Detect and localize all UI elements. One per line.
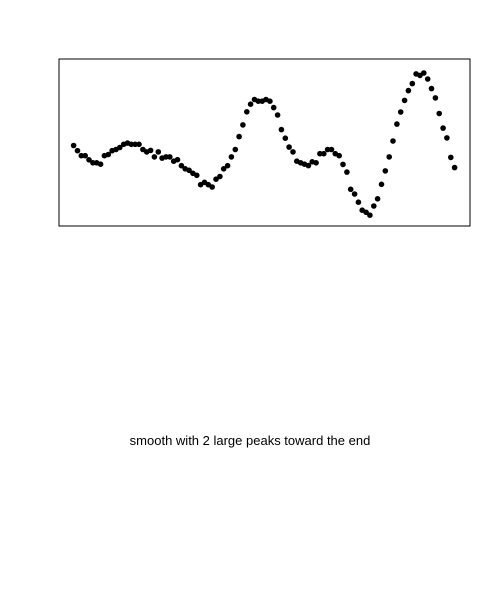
data-point [97,161,104,167]
data-point [401,97,408,104]
data-point [444,135,450,141]
data-point [274,112,281,118]
data-point [290,149,296,155]
chart-caption: smooth with 2 large peaks toward the end [129,433,371,448]
data-point [228,154,235,160]
data-point [155,149,162,155]
data-point [278,126,285,133]
data-point [286,144,292,150]
data-point [217,173,223,180]
data-point [117,144,123,151]
data-point [255,98,262,104]
data-point [367,212,373,218]
data-point [428,85,435,92]
data-point [82,152,88,159]
data-point [213,176,219,182]
data-point [313,160,319,166]
data-point [436,110,443,117]
data-point [363,209,369,216]
data-point [317,150,323,157]
data-point [405,87,412,94]
data-point [390,138,396,144]
data-point [247,101,254,107]
data-point [224,162,231,169]
data-point [178,162,185,169]
data-point [324,146,331,153]
data-point [105,151,112,158]
data-point [236,133,242,140]
data-point [321,150,327,157]
data-point [394,121,400,127]
data-point [421,70,427,76]
data-point [209,184,215,190]
data-point [397,109,404,115]
data-point [244,109,250,115]
data-point [382,168,389,174]
data-point [451,164,458,171]
data-points [70,70,458,218]
data-point [378,181,385,188]
data-point [128,141,135,148]
data-point [136,141,142,148]
data-point [448,154,454,161]
data-point [147,147,154,154]
data-point [374,196,381,202]
data-point [267,98,273,104]
data-point [432,95,439,101]
data-point [340,161,346,168]
data-point [70,142,77,149]
data-point [409,80,416,87]
data-point [347,186,354,193]
data-point [371,203,377,209]
data-point [336,152,343,159]
data-point [186,167,192,174]
data-point [282,135,289,141]
data-point [305,162,312,169]
data-point [78,152,85,159]
data-point [167,154,173,160]
plot-frame [58,58,471,227]
data-point [344,169,350,175]
data-point [194,172,200,179]
data-point [440,125,446,131]
data-point [386,154,393,160]
data-point [74,147,81,154]
data-point [220,166,227,172]
data-point [86,157,92,163]
data-point [355,199,362,205]
data-point [240,122,246,128]
data-point [174,156,181,163]
data-point [328,146,335,153]
data-point [424,76,431,82]
data-point [351,191,358,197]
data-point [270,104,277,111]
data-point [151,154,158,160]
data-point [232,146,239,153]
